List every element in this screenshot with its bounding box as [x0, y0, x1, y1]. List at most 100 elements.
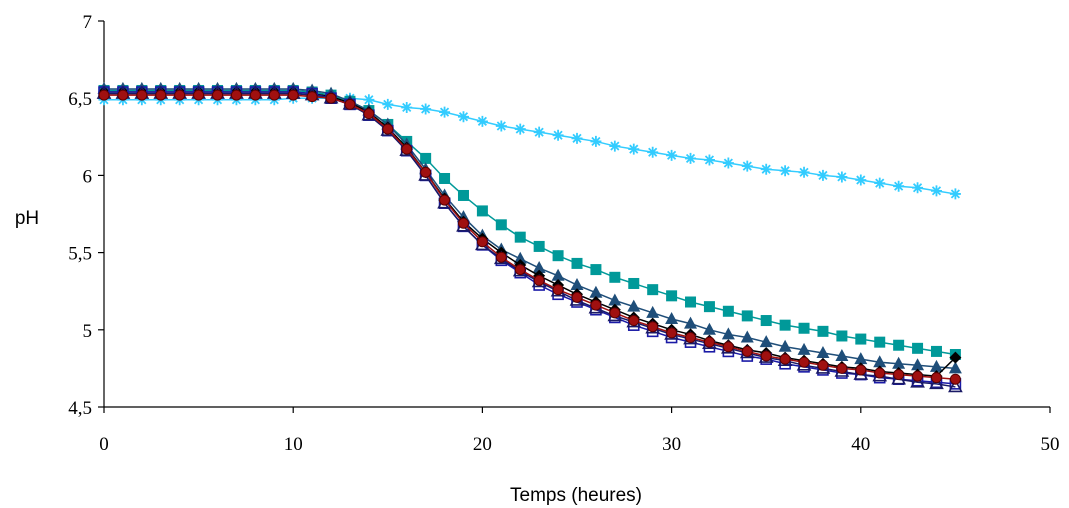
square-marker [628, 277, 640, 289]
series-line [104, 97, 956, 195]
square-marker [779, 319, 791, 331]
y-tick-label: 4,5 [68, 398, 92, 419]
circle-marker [212, 89, 224, 101]
x-tick-label: 10 [284, 434, 303, 455]
square-marker [874, 336, 886, 348]
asterisk-marker [571, 132, 583, 144]
circle-marker [893, 369, 905, 381]
square-marker [476, 205, 488, 217]
circle-marker [98, 89, 110, 101]
circle-marker [817, 359, 829, 371]
series-layer [96, 81, 963, 393]
triangle-marker [892, 356, 906, 369]
triangle-marker [513, 251, 527, 264]
triangle-marker [759, 335, 773, 348]
x-tick-label: 0 [99, 434, 109, 455]
circle-marker [420, 166, 432, 178]
circle-marker [571, 291, 583, 303]
circle-marker [533, 274, 545, 286]
square-marker [495, 219, 507, 231]
y-tick-label: 6,5 [68, 89, 92, 110]
diamond-marker [949, 351, 962, 364]
triangle-marker [684, 316, 698, 329]
circle-marker [193, 89, 205, 101]
circle-marker [703, 336, 715, 348]
open-triangle-marker [948, 378, 963, 393]
asterisk-marker [685, 152, 697, 164]
triangle-marker [721, 327, 735, 340]
circle-marker [609, 307, 621, 319]
square-marker [912, 342, 924, 354]
square-marker [439, 172, 451, 184]
asterisk-marker [382, 98, 394, 110]
x-tick-label: 50 [1041, 434, 1060, 455]
triangle-marker [911, 358, 925, 371]
asterisk-marker [912, 182, 924, 194]
circle-marker [685, 332, 697, 344]
asterisk-marker [495, 120, 507, 132]
y-tick-label: 7 [83, 12, 93, 33]
series-line [104, 88, 956, 370]
asterisk-marker [893, 180, 905, 192]
circle-marker [760, 350, 772, 362]
circle-marker [174, 89, 186, 101]
asterisk-marker [798, 166, 810, 178]
triangle-marker [948, 361, 962, 374]
asterisk-marker [855, 174, 867, 186]
circle-marker [798, 356, 810, 368]
triangle-marker [778, 339, 792, 352]
triangle-marker [589, 285, 603, 298]
square-marker [647, 284, 659, 296]
triangle-marker [532, 261, 546, 274]
asterisk-marker [476, 115, 488, 127]
square-marker [666, 290, 678, 302]
open-triangle-marker [929, 375, 944, 390]
asterisk-marker [874, 177, 886, 189]
circle-marker [268, 89, 280, 101]
square-marker [836, 330, 848, 342]
x-axis-title: Temps (heures) [510, 485, 642, 506]
circle-marker [930, 372, 942, 384]
axes: 4,5 5 5,5 6 6,5 7 0 10 20 30 40 50 [68, 12, 1059, 455]
asterisk-marker [533, 126, 545, 138]
asterisk-marker [817, 169, 829, 181]
square-marker [930, 345, 942, 357]
y-tick-label: 5,5 [68, 244, 92, 265]
triangle-marker [835, 349, 849, 362]
triangle-marker [627, 299, 641, 312]
y-tick-label: 5 [83, 321, 93, 342]
asterisk-marker [836, 171, 848, 183]
triangle-marker [665, 311, 679, 324]
circle-marker [666, 327, 678, 339]
triangle-marker [702, 322, 716, 335]
series-6 [98, 89, 961, 385]
triangle-marker [797, 342, 811, 355]
open-triangle-marker [910, 374, 925, 388]
asterisk-marker [457, 111, 469, 123]
square-marker [817, 325, 829, 337]
triangle-marker [929, 359, 943, 372]
circle-marker [495, 251, 507, 263]
x-tick-label: 30 [662, 434, 681, 455]
asterisk-marker [609, 140, 621, 152]
asterisk-marker [363, 94, 375, 106]
circle-marker [514, 264, 526, 276]
x-tick-label: 20 [473, 434, 492, 455]
asterisk-marker [741, 160, 753, 172]
circle-marker [590, 299, 602, 311]
series-0 [98, 92, 961, 200]
circle-marker [136, 89, 148, 101]
circle-marker [230, 89, 242, 101]
circle-marker [457, 217, 469, 229]
asterisk-marker [930, 185, 942, 197]
square-marker [760, 315, 772, 327]
square-marker [571, 257, 583, 269]
circle-marker [155, 89, 167, 101]
circle-marker [874, 367, 886, 379]
series-line [104, 89, 956, 356]
triangle-marker [646, 305, 660, 318]
series-line [104, 92, 956, 388]
x-tick-label: 40 [851, 434, 870, 455]
asterisk-marker [666, 149, 678, 161]
asterisk-marker [949, 188, 961, 200]
